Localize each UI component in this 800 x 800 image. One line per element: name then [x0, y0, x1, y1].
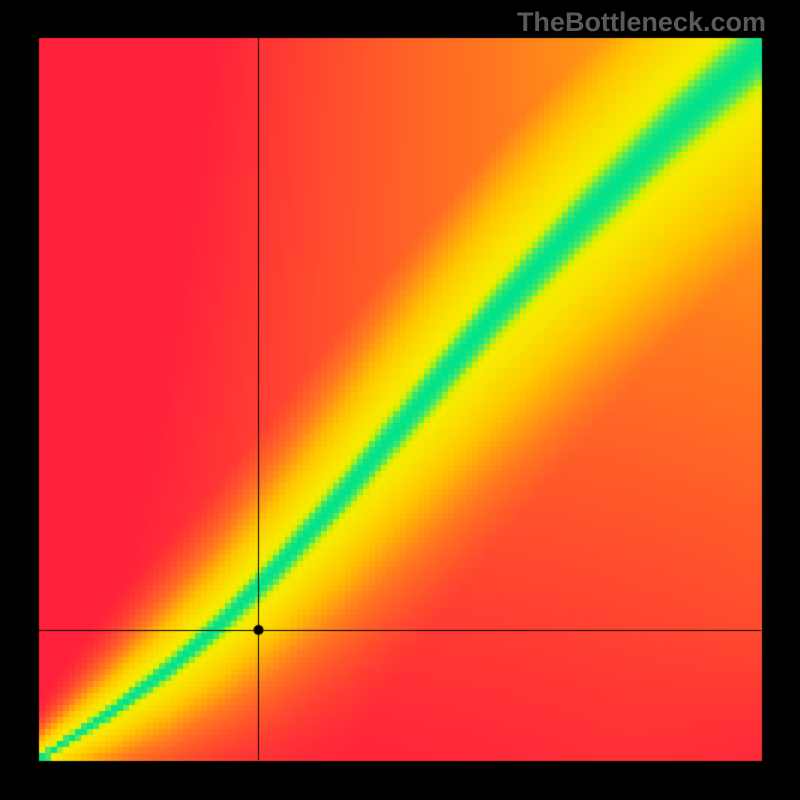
watermark-text: TheBottleneck.com — [517, 7, 766, 38]
bottleneck-heatmap — [0, 0, 800, 800]
